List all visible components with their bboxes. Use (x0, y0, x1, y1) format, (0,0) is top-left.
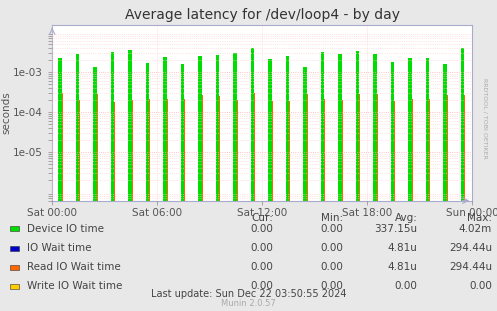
Text: 0.00: 0.00 (469, 281, 492, 291)
Text: 0.00: 0.00 (250, 243, 273, 253)
Text: 294.44u: 294.44u (449, 243, 492, 253)
Text: 0.00: 0.00 (320, 224, 343, 234)
Text: 0.00: 0.00 (250, 224, 273, 234)
Text: 0.00: 0.00 (320, 281, 343, 291)
Text: 4.81u: 4.81u (388, 262, 417, 272)
Text: Last update: Sun Dec 22 03:50:55 2024: Last update: Sun Dec 22 03:50:55 2024 (151, 289, 346, 299)
Text: Write IO Wait time: Write IO Wait time (27, 281, 123, 291)
Text: 0.00: 0.00 (250, 281, 273, 291)
Text: 4.81u: 4.81u (388, 243, 417, 253)
Text: 294.44u: 294.44u (449, 262, 492, 272)
Text: 0.00: 0.00 (320, 243, 343, 253)
Text: Min:: Min: (321, 213, 343, 223)
Text: Device IO time: Device IO time (27, 224, 104, 234)
Text: 337.15u: 337.15u (374, 224, 417, 234)
Text: Max:: Max: (467, 213, 492, 223)
Text: RRDTOOL / TOBI OETIKER: RRDTOOL / TOBI OETIKER (482, 78, 487, 159)
Text: 4.02m: 4.02m (459, 224, 492, 234)
Title: Average latency for /dev/loop4 - by day: Average latency for /dev/loop4 - by day (125, 8, 400, 22)
Text: IO Wait time: IO Wait time (27, 243, 92, 253)
Text: Cur:: Cur: (251, 213, 273, 223)
Text: 0.00: 0.00 (320, 262, 343, 272)
Y-axis label: seconds: seconds (2, 91, 12, 134)
Text: Read IO Wait time: Read IO Wait time (27, 262, 121, 272)
Text: Munin 2.0.57: Munin 2.0.57 (221, 299, 276, 308)
Text: Avg:: Avg: (395, 213, 417, 223)
Text: 0.00: 0.00 (250, 262, 273, 272)
Text: 0.00: 0.00 (395, 281, 417, 291)
